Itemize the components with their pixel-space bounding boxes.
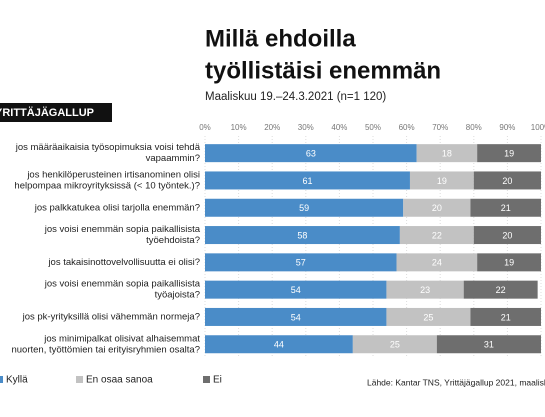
value-label: 54 xyxy=(291,312,301,322)
y-tick-label: jos palkkatukea olisi tarjolla enemmän? xyxy=(34,202,200,213)
y-tick-label: jos minimipalkat olisivat alhaisemmat xyxy=(43,333,200,344)
y-tick-label: jos voisi enemmän sopia paikallisista xyxy=(44,224,201,235)
y-tick-label: työajoista? xyxy=(155,290,200,301)
bar-segment xyxy=(409,171,474,190)
chart-title: Millä ehdoilla xyxy=(205,25,356,52)
chart-subtitle: Maaliskuu 19.–24.3.2021 (n=1 120) xyxy=(205,91,386,103)
value-label: 23 xyxy=(420,285,430,295)
value-label: 21 xyxy=(501,203,511,213)
bar-segment xyxy=(352,335,437,354)
bar-segment xyxy=(205,198,404,217)
source: Lähde: Kantar TNS, Yrittäjägallup 2021, … xyxy=(367,377,545,387)
bar-segment xyxy=(205,307,387,326)
value-label: 21 xyxy=(501,312,511,322)
value-label: 20 xyxy=(502,176,512,186)
value-label: 54 xyxy=(291,285,301,295)
bar-segment xyxy=(477,144,541,163)
bar-segment xyxy=(205,144,417,163)
value-label: 57 xyxy=(296,258,306,268)
bar-segment xyxy=(205,226,400,245)
y-tick-label: jos pk-yrityksillä olisi vähemmän normej… xyxy=(22,311,200,322)
bar-segment xyxy=(205,171,410,190)
value-label: 19 xyxy=(504,258,514,268)
x-tick-label: 40% xyxy=(331,123,347,132)
x-tick-label: 70% xyxy=(432,123,448,132)
chart-title: työllistäisi enemmän xyxy=(205,57,441,84)
x-tick-label: 80% xyxy=(466,123,482,132)
y-tick-label: työehdoista? xyxy=(146,235,200,246)
y-tick-label: vapaammin? xyxy=(146,153,200,164)
value-label: 20 xyxy=(432,203,442,213)
bar-segment xyxy=(416,144,478,163)
bar-segment xyxy=(473,171,541,190)
y-tick-label: nuorten, työttömien tai erityisryhmien o… xyxy=(11,344,200,355)
value-label: 22 xyxy=(496,285,506,295)
value-label: 24 xyxy=(432,258,442,268)
value-label: 59 xyxy=(299,203,309,213)
x-tick-label: 90% xyxy=(499,123,515,132)
value-label: 25 xyxy=(390,340,400,350)
value-label: 19 xyxy=(437,176,447,186)
x-tick-label: 20% xyxy=(264,123,280,132)
legend-swatch xyxy=(76,376,83,383)
x-tick-label: 60% xyxy=(399,123,415,132)
value-label: 63 xyxy=(306,149,316,159)
bar-segment xyxy=(205,335,353,354)
value-label: 25 xyxy=(423,312,433,322)
legend-label: En osaa sanoa xyxy=(86,375,153,386)
bar-segment xyxy=(205,253,397,272)
x-tick-label: 50% xyxy=(365,123,381,132)
bar-segment xyxy=(396,253,478,272)
bar-segment xyxy=(470,307,541,326)
bar-segment xyxy=(477,253,541,272)
value-label: 19 xyxy=(504,149,514,159)
x-tick-label: 30% xyxy=(298,123,314,132)
bar-segment xyxy=(399,226,474,245)
y-tick-label: jos määräaikaisia työsopimuksia voisi te… xyxy=(15,142,201,153)
value-label: 20 xyxy=(502,230,512,240)
y-tick-label: jos henkilöperusteinen irtisanominen oli… xyxy=(26,169,200,180)
bar-segment xyxy=(473,226,541,245)
bar-segment xyxy=(386,280,464,299)
value-label: 58 xyxy=(297,230,307,240)
x-tick-label: 0% xyxy=(199,123,211,132)
bar-segment xyxy=(470,198,541,217)
value-label: 44 xyxy=(274,340,284,350)
badge: YRITTÄJÄGALLUP xyxy=(0,106,94,119)
badge-bg xyxy=(0,103,112,122)
legend-label: Kyllä xyxy=(6,375,28,386)
x-tick-label: 10% xyxy=(231,123,247,132)
legend-swatch xyxy=(203,376,210,383)
y-tick-label: helpompaa mikroyrityksissä (< 10 työntek… xyxy=(14,180,200,191)
legend-label: Ei xyxy=(213,375,222,386)
bar-segment xyxy=(436,335,541,354)
bar-segment xyxy=(463,280,538,299)
legend-swatch xyxy=(0,376,3,383)
x-tick-label: 100% xyxy=(531,123,545,132)
value-label: 61 xyxy=(302,176,312,186)
bar-segment xyxy=(205,280,387,299)
y-tick-label: jos voisi enemmän sopia paikallisista xyxy=(44,279,201,290)
bar-segment xyxy=(386,307,471,326)
bar-segment xyxy=(403,198,471,217)
y-tick-label: jos takaisinottovelvollisuutta ei olisi? xyxy=(47,257,200,268)
value-label: 31 xyxy=(484,340,494,350)
value-label: 18 xyxy=(442,149,452,159)
value-label: 22 xyxy=(432,230,442,240)
